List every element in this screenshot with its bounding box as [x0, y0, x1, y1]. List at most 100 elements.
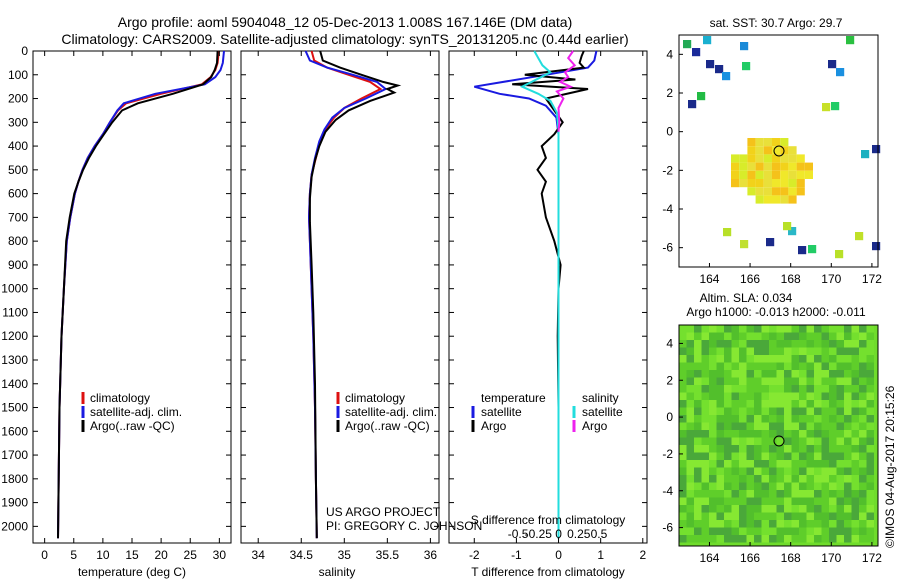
sst-cell: [804, 162, 813, 171]
sla-cell: [731, 460, 739, 468]
sla-cell: [731, 452, 739, 460]
sla-cell: [724, 362, 732, 370]
sla-cell: [724, 355, 732, 363]
sla-cell: [806, 445, 814, 453]
top-tick-label: 0.5: [591, 527, 608, 541]
sla-cell: [761, 437, 769, 445]
sla-cell: [679, 460, 687, 468]
sla-cell: [694, 467, 702, 475]
sla-cell: [761, 535, 769, 543]
series-line: [474, 50, 598, 539]
sla-cell: [679, 505, 687, 513]
sla-cell: [859, 437, 867, 445]
sla-cell: [866, 422, 874, 430]
sla-cell: [784, 520, 792, 528]
sst-cell: [739, 162, 748, 171]
sla-cell: [851, 415, 859, 423]
figure-title-line2: Climatology: CARS2009. Satellite-adjuste…: [61, 31, 628, 47]
sla-cell: [784, 490, 792, 498]
sla-cell: [821, 497, 829, 505]
sla-cell: [836, 385, 844, 393]
series-line: [519, 50, 560, 539]
sla-cell: [724, 407, 732, 415]
x-tick-label: -2: [469, 548, 480, 562]
sla-cell: [746, 407, 754, 415]
sla-cell: [866, 490, 874, 498]
sla-cell: [821, 490, 829, 498]
sla-cell: [829, 400, 837, 408]
sst-cell: [763, 146, 772, 155]
sla-cell: [836, 340, 844, 348]
sla-cell: [731, 422, 739, 430]
sla-cell: [821, 452, 829, 460]
sla-cell: [686, 415, 694, 423]
sla-cell: [694, 392, 702, 400]
sla-cell: [851, 520, 859, 528]
sla-cell: [829, 437, 837, 445]
sla-cell: [851, 430, 859, 438]
sla-cell: [799, 407, 807, 415]
sla-cell: [746, 340, 754, 348]
x-tick-label: 2: [639, 548, 646, 562]
sla-cell: [814, 422, 822, 430]
sla-map-title-line1: Altim. SLA: 0.034: [700, 291, 793, 305]
sla-cell: [746, 355, 754, 363]
sla-cell: [709, 460, 717, 468]
sla-cell: [769, 332, 777, 340]
sla-cell: [851, 332, 859, 340]
sla-cell: [866, 377, 874, 385]
sst-cell: [780, 138, 789, 147]
sla-cell: [754, 445, 762, 453]
sla-cell: [709, 422, 717, 430]
sla-cell: [859, 490, 867, 498]
sla-cell: [724, 520, 732, 528]
y-tick-label: 900: [8, 258, 28, 272]
sla-cell: [731, 332, 739, 340]
sla-cell: [769, 505, 777, 513]
sst-cell: [763, 179, 772, 188]
sla-map-frame: [678, 324, 879, 547]
sla-cell: [724, 497, 732, 505]
sla-cell: [806, 475, 814, 483]
sla-cell: [784, 422, 792, 430]
sla-cell: [679, 400, 687, 408]
sla-cell: [724, 527, 732, 535]
sst-cell: [740, 42, 749, 51]
sla-cell: [799, 340, 807, 348]
sla-cell: [746, 482, 754, 490]
y-tick-label: 1200: [1, 329, 28, 343]
sla-cell: [769, 430, 777, 438]
sla-cell: [694, 377, 702, 385]
sla-cell: [851, 475, 859, 483]
sla-cell: [806, 385, 814, 393]
sla-cell: [731, 392, 739, 400]
sla-cell: [694, 347, 702, 355]
sla-cell: [739, 340, 747, 348]
sla-cell: [761, 490, 769, 498]
sla-cell: [866, 437, 874, 445]
imos-timestamp: ©IMOS 04-Aug-2017 20:15:26: [883, 385, 897, 548]
sla-cell: [836, 535, 844, 543]
y-tick-label: 1700: [1, 448, 28, 462]
sla-cell: [799, 520, 807, 528]
sla-cell: [776, 460, 784, 468]
sla-cell: [716, 475, 724, 483]
sla-cell: [709, 445, 717, 453]
sla-cell: [739, 332, 747, 340]
sla-cell: [761, 400, 769, 408]
sla-cell: [866, 347, 874, 355]
sla-cell: [724, 460, 732, 468]
sla-cell: [806, 505, 814, 513]
sla-cell: [799, 370, 807, 378]
sla-cell: [851, 355, 859, 363]
sla-cell: [776, 377, 784, 385]
sla-cell: [829, 325, 837, 333]
sla-cell: [821, 407, 829, 415]
sla-cell: [859, 362, 867, 370]
map-y-tick-label: 2: [666, 86, 673, 100]
sla-cell: [791, 445, 799, 453]
sla-cell: [679, 452, 687, 460]
x-tick-label: 5: [70, 548, 77, 562]
sla-cell: [746, 400, 754, 408]
sla-cell: [716, 422, 724, 430]
